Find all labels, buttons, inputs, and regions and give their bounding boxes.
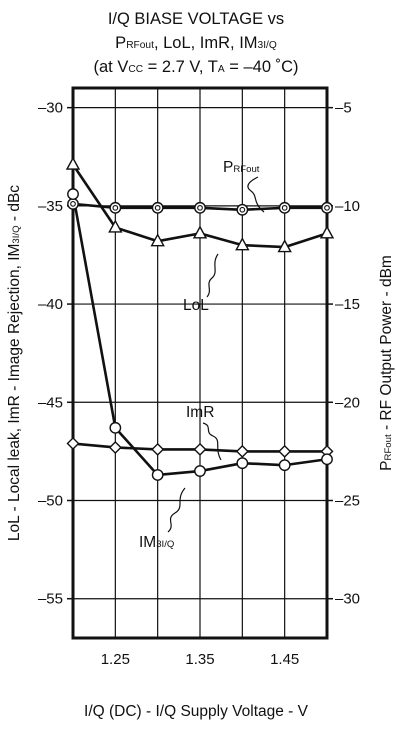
prfout-point (67, 197, 79, 210)
imr-point (235, 444, 249, 458)
plot-frame (71, 86, 329, 640)
y-axis-label-right: PRFout - RF Output Power - dBm (378, 255, 395, 471)
y-tick-label-left: –50 (38, 493, 63, 510)
label-text: - dBc (6, 185, 23, 226)
point-inner-ring (239, 206, 246, 213)
subscript-text: CC (128, 64, 143, 75)
im3-point (109, 421, 122, 434)
subscript-text: 3I/Q (258, 40, 277, 51)
im3-point (67, 188, 79, 200)
subscript-text: RFout (126, 40, 154, 51)
x-tick-label: 1.35 (185, 651, 214, 668)
ticks: –30 –35 –40 –45 –50 –55 –5 –10 –15 –20 –25 –30 1.25 1… (38, 100, 360, 668)
y-tick-label-left: –45 (38, 394, 63, 411)
lol-point (192, 225, 208, 239)
subscript-text: 3I/Q (11, 225, 22, 243)
x-axis-label: I/Q (DC) - I/Q Supply Voltage - V (84, 703, 309, 720)
imr-leader-line (202, 422, 222, 461)
im3-point (278, 459, 291, 472)
im3-annotation-label: IM3I/Q (139, 534, 174, 551)
grid (73, 88, 327, 638)
point-outer-ring (67, 197, 79, 210)
imr-point (278, 444, 292, 458)
point-outer-ring (194, 201, 206, 214)
prfout-leader-line (247, 176, 265, 213)
point-inner-ring (197, 204, 203, 211)
point-outer-ring (151, 201, 164, 214)
subscript-text: RFout (233, 164, 259, 175)
label-text: = 2.7 V, T (143, 58, 218, 76)
im3-point (236, 457, 249, 470)
lol-point (150, 233, 165, 247)
chart-title-line2: PRFout, LoL, ImR, IM3I/Q (115, 34, 277, 52)
im3-point (151, 469, 164, 481)
point-inner-ring (324, 204, 330, 211)
label-text: P (223, 159, 233, 176)
point-outer-ring (278, 201, 291, 214)
y-tick-label-right: –30 (335, 591, 360, 608)
label-text: = –40 ˚C) (225, 58, 299, 76)
imr-point (66, 437, 80, 451)
point-outer-ring (321, 201, 333, 214)
label-text: ImR (186, 404, 214, 421)
label-text: (at V (94, 58, 129, 76)
lol-annotation-label: LoL (183, 297, 209, 314)
y-tick-label-right: –15 (335, 296, 360, 313)
x-tick-label: 1.45 (270, 651, 299, 668)
series (65, 156, 335, 481)
y-tick-label-left: –30 (38, 100, 63, 117)
lol-point (277, 239, 292, 253)
point-outer-ring (236, 203, 249, 216)
imr-point (108, 440, 122, 454)
chart-title-line1: I/Q BIASE VOLTAGE vs (108, 10, 284, 28)
point-inner-ring (70, 201, 76, 207)
lol-leader-line (206, 253, 219, 298)
y-tick-label-right: –25 (335, 493, 360, 510)
y-tick-label-left: –35 (38, 198, 63, 215)
label-text: P (378, 460, 395, 470)
label-text: - RF Output Power - dBm (378, 255, 395, 434)
prfout-point (109, 201, 122, 214)
y-tick-label-right: –5 (335, 100, 352, 117)
y-axis-label-left: LoL - Local leak, ImR - Image Rejection,… (6, 185, 23, 541)
y-tick-label-right: –10 (335, 198, 360, 215)
im3-point (321, 453, 333, 466)
prfout-point (278, 201, 291, 214)
imr-point (151, 442, 165, 456)
lol-point (65, 156, 81, 170)
y-tick-label-right: –20 (335, 394, 360, 411)
prfout-point (236, 203, 249, 216)
imr-point (193, 442, 207, 456)
chart-title-line3: (at VCC = 2.7 V, TA = –40 ˚C) (94, 58, 299, 76)
point-outer-ring (109, 201, 122, 214)
im3-leader-line (167, 487, 186, 533)
subscript-text: RFout (383, 434, 394, 460)
subscript-text: 3I/Q (156, 539, 174, 550)
label-text: P (115, 34, 126, 52)
prfout-point (151, 201, 164, 214)
x-tick-label: 1.25 (101, 651, 130, 668)
label-text: IM (139, 534, 156, 551)
subscript-text: A (218, 64, 225, 75)
y-tick-label-left: –55 (38, 591, 63, 608)
point-inner-ring (154, 204, 161, 211)
im3-point (194, 465, 206, 477)
annotations: PRFout LoL ImR IM3I/Q (139, 159, 265, 551)
y-tick-label-left: –40 (38, 296, 63, 313)
lol-point (108, 219, 123, 233)
label-text: LoL - Local leak, ImR - Image Rejection,… (6, 244, 23, 542)
prfout-annotation-label: PRFout (223, 159, 260, 176)
lol-point (319, 225, 335, 239)
label-text: , LoL, ImR, IM (154, 34, 258, 52)
prfout-point (194, 201, 206, 214)
label-text: LoL (183, 297, 209, 314)
lol-point (235, 237, 250, 251)
point-inner-ring (112, 204, 119, 211)
point-inner-ring (281, 204, 288, 211)
imr-annotation-label: ImR (186, 404, 214, 421)
prfout-point (321, 201, 333, 214)
